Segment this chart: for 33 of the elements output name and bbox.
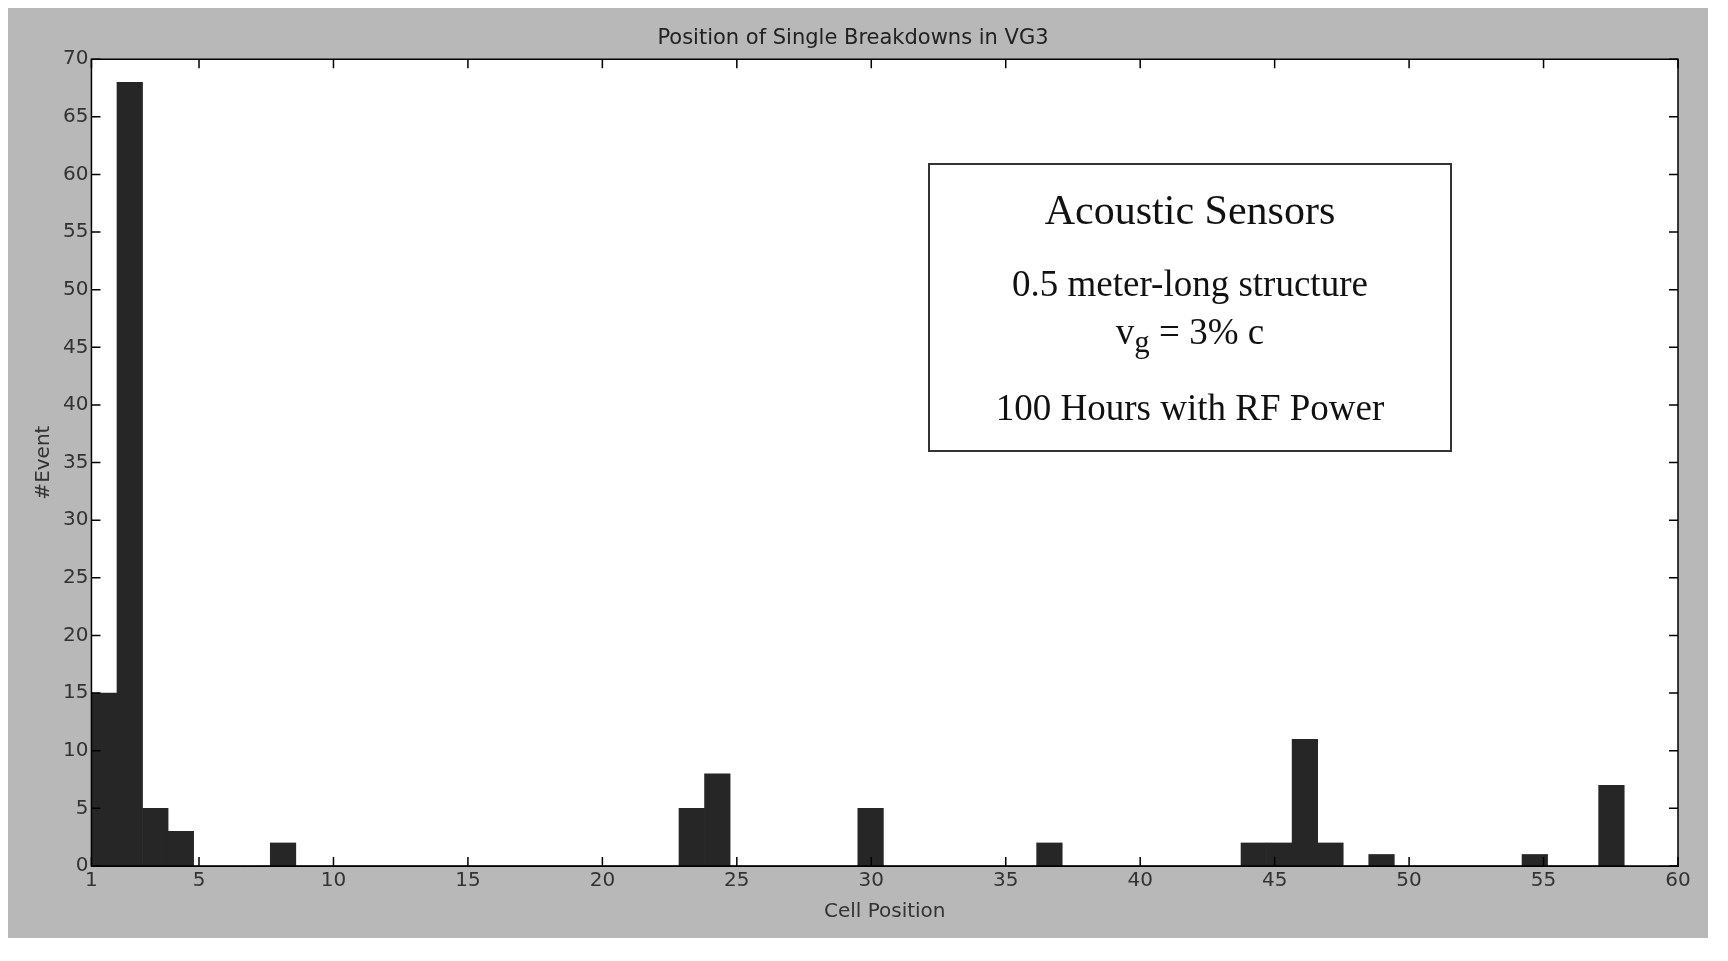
y-tick-label: 55 [63,218,89,243]
x-tick-label: 45 [1261,867,1288,892]
x-tick-label: 20 [589,867,616,892]
x-tick-label: 50 [1396,867,1422,892]
y-tick-label: 65 [63,103,89,128]
x-tick-label: 10 [320,867,347,892]
x-tick-label: 40 [1127,867,1153,892]
x-tick-label: 5 [192,867,206,892]
y-axis-title: #Event [30,425,55,500]
y-tick-label: 70 [63,45,89,70]
y-tick-label: 35 [63,448,89,473]
x-tick-label: 35 [993,867,1019,892]
y-tick-label: 5 [75,794,89,819]
x-tick-label: 15 [455,867,481,892]
y-tick-label: 15 [63,679,89,704]
x-tick-label: 55 [1530,867,1557,892]
x-tick-label: 30 [858,867,885,892]
x-tick-label: 25 [724,867,750,892]
x-axis-title: Cell Position [823,898,946,923]
y-tick-label: 20 [63,621,89,646]
y-tick-label: 50 [63,275,89,300]
y-tick-label: 45 [63,333,89,358]
x-tick-label: 60 [1665,867,1691,892]
y-tick-label: 30 [63,506,89,531]
chart-title: Position of Single Breakdowns in VG3 [657,25,1049,50]
y-tick-label: 60 [63,160,89,185]
annotation: 0.5 meter-long structure [1011,261,1369,306]
y-tick-label: 10 [63,736,89,761]
annotation: v$_{g}$ = 3% c [1114,309,1266,362]
y-tick-label: 40 [63,391,89,416]
annotation: Acoustic Sensors [1043,186,1337,235]
y-tick-label: 25 [63,564,89,589]
annotation: 100 Hours with RF Power [994,386,1386,431]
